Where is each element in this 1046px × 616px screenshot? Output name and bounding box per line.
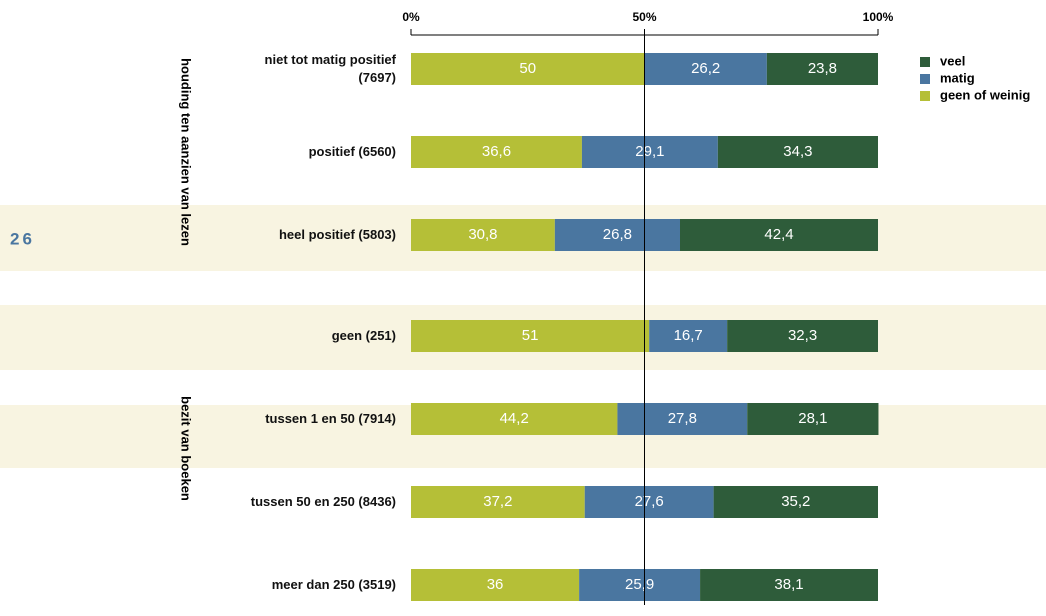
- value-label: 42,4: [764, 226, 793, 243]
- group-label: houding ten aanzien van lezen: [179, 58, 194, 246]
- x-tick-label: 100%: [863, 10, 894, 24]
- value-label: 29,1: [635, 143, 664, 160]
- value-label: 26,2: [691, 60, 720, 77]
- bar-segment: [579, 569, 701, 601]
- bar-segment: [717, 136, 878, 168]
- value-label: 51: [522, 327, 539, 344]
- legend-label: veel: [940, 53, 965, 68]
- group-label: bezit van boeken: [179, 396, 194, 501]
- value-label: 34,3: [783, 143, 812, 160]
- legend-swatch: [920, 74, 930, 84]
- value-label: 28,1: [798, 410, 827, 427]
- legend-label: geen of weinig: [940, 87, 1030, 102]
- bar-segment: [679, 219, 878, 251]
- value-label: 16,7: [674, 327, 703, 344]
- value-label: 37,2: [483, 493, 512, 510]
- x-tick-label: 0%: [402, 10, 420, 24]
- value-label: 30,8: [468, 226, 497, 243]
- category-label: tussen 50 en 250 (8436): [250, 494, 396, 509]
- category-label: meer dan 250 (3519): [271, 577, 396, 592]
- category-label: positief (6560): [308, 144, 396, 159]
- bar-segment: [411, 136, 582, 168]
- value-label: 50: [519, 60, 536, 77]
- bar-segment: [411, 53, 645, 85]
- bar-segment: [747, 403, 879, 435]
- value-label: 36: [487, 576, 504, 593]
- bar-segment: [700, 569, 878, 601]
- bar-segment: [727, 320, 878, 352]
- legend-label: matig: [940, 70, 975, 85]
- value-label: 27,6: [635, 493, 664, 510]
- legend-swatch: [920, 57, 930, 67]
- bar-segment: [649, 320, 728, 352]
- bar-segment: [411, 320, 650, 352]
- bar-segment: [644, 53, 767, 85]
- bar-segment: [554, 219, 680, 251]
- bar-segment: [713, 486, 878, 518]
- category-label: tussen 1 en 50 (7914): [265, 411, 396, 426]
- value-label: 32,3: [788, 327, 817, 344]
- value-label: 36,6: [482, 143, 511, 160]
- category-label: niet tot matig positief (7697): [264, 52, 396, 85]
- category-label: geen (251): [331, 328, 396, 343]
- legend-swatch: [920, 91, 930, 101]
- value-label: 25,9: [625, 576, 654, 593]
- bar-segment: [766, 53, 878, 85]
- bar-segment: [411, 403, 618, 435]
- value-label: 23,8: [808, 60, 837, 77]
- bar-segment: [584, 486, 714, 518]
- bar-segment: [411, 569, 580, 601]
- value-label: 26,8: [603, 226, 632, 243]
- value-label: 44,2: [500, 410, 529, 427]
- x-tick-label: 50%: [632, 10, 656, 24]
- page-number: 26: [10, 229, 35, 248]
- value-label: 27,8: [668, 410, 697, 427]
- category-label: heel positief (5803): [278, 227, 396, 242]
- value-label: 35,2: [781, 493, 810, 510]
- bar-segment: [411, 219, 555, 251]
- value-label: 38,1: [774, 576, 803, 593]
- bar-segment: [617, 403, 748, 435]
- bar-segment: [411, 486, 585, 518]
- bar-segment: [581, 136, 718, 168]
